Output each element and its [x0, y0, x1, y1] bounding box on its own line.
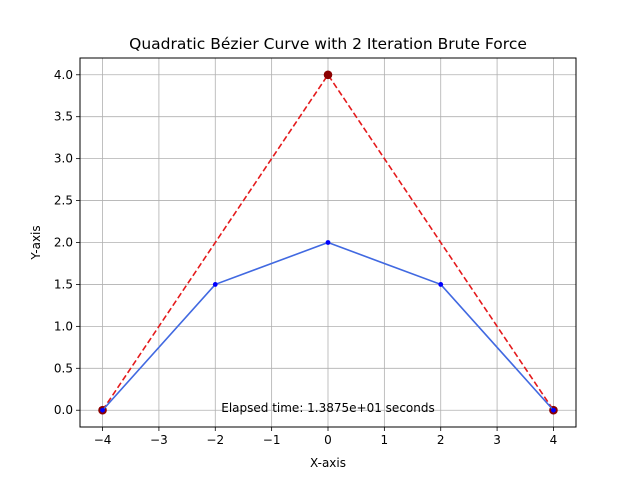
x-tick-label: −3: [150, 433, 168, 447]
y-tick-label: 2.5: [54, 194, 73, 208]
bezier-approximation-point: [212, 282, 218, 287]
y-tick-label: 0.5: [54, 361, 73, 375]
y-tick-label: 3.0: [54, 152, 73, 166]
ticks: −4 −3 −2 −1 0 1 2 3 4 0.0 0.5 1.0 1.5 2.0 2.5 3.0 3.5 4.0: [54, 68, 557, 447]
bezier-approximation-point: [551, 407, 556, 413]
x-tick-label: −1: [263, 433, 281, 447]
y-tick-label: 3.5: [54, 110, 73, 124]
elapsed-time-annotation: Elapsed time: 1.3875e+01 seconds: [221, 401, 434, 415]
y-tick-label: 0.0: [54, 403, 73, 417]
bezier-approximation-series: [100, 240, 556, 413]
x-tick-label: −2: [206, 433, 224, 447]
y-tick-label: 2.0: [54, 236, 73, 250]
y-tick-label: 1.5: [54, 277, 73, 291]
x-tick-label: 3: [493, 433, 501, 447]
bezier-approximation-point: [438, 282, 444, 287]
bezier-approximation-point: [325, 240, 331, 245]
x-tick-label: 2: [437, 433, 445, 447]
chart-title: Quadratic Bézier Curve with 2 Iteration …: [129, 35, 527, 53]
x-tick-label: 4: [550, 433, 558, 447]
y-axis-label: Y-axis: [29, 225, 43, 260]
x-axis-label: X-axis: [310, 456, 346, 470]
y-tick-label: 4.0: [54, 68, 73, 82]
x-tick-label: 0: [324, 433, 332, 447]
control-polygon-point: [323, 70, 333, 80]
bezier-approximation-point: [100, 407, 105, 413]
x-tick-label: 1: [381, 433, 389, 447]
x-tick-label: −4: [94, 433, 112, 447]
y-tick-label: 1.0: [54, 319, 73, 333]
series-layer: [98, 70, 558, 415]
